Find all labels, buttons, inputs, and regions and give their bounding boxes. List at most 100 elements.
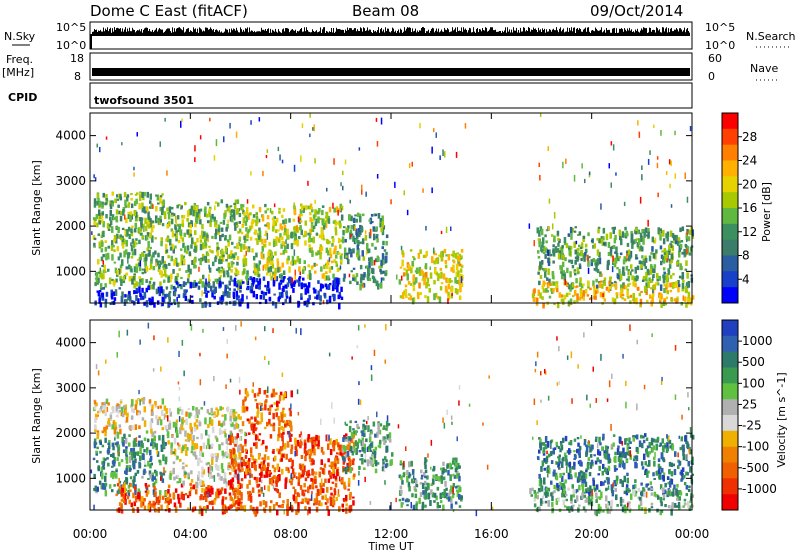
data-cell	[264, 426, 267, 430]
data-cell	[322, 488, 325, 494]
data-cell	[281, 214, 284, 218]
data-cell	[128, 264, 131, 270]
data-cell	[237, 413, 240, 420]
data-cell	[331, 481, 335, 484]
data-cell	[216, 488, 219, 496]
data-cell	[670, 259, 673, 264]
data-cell	[149, 404, 153, 407]
data-cell	[180, 248, 183, 251]
data-cell	[412, 287, 416, 292]
data-cell	[349, 420, 352, 424]
data-cell	[145, 493, 149, 497]
nsky-bar	[399, 32, 400, 36]
scatter-cell	[686, 239, 688, 243]
data-cell	[323, 222, 327, 227]
nsky-bar	[461, 27, 462, 36]
scatter-cell	[342, 185, 344, 191]
data-cell	[207, 486, 210, 492]
data-cell	[325, 238, 329, 244]
data-cell	[346, 228, 350, 233]
data-cell	[257, 232, 260, 238]
scatter-cell	[358, 147, 361, 151]
data-cell	[318, 295, 322, 300]
data-cell	[332, 237, 335, 243]
nsky-bar	[662, 27, 663, 36]
data-cell	[452, 269, 455, 273]
data-cell	[180, 483, 184, 488]
nsky-bar	[566, 31, 567, 36]
data-cell	[356, 441, 359, 449]
data-cell	[333, 281, 337, 288]
data-cell	[456, 491, 460, 494]
nsky-bar	[147, 27, 148, 36]
data-cell	[148, 297, 151, 302]
scatter-cell	[278, 274, 281, 279]
data-cell	[151, 404, 154, 410]
data-cell	[342, 226, 346, 229]
data-cell	[144, 261, 147, 269]
scatter-cell	[538, 162, 540, 167]
data-cell	[344, 451, 347, 454]
data-cell	[366, 243, 369, 250]
data-cell	[398, 279, 402, 285]
data-cell	[104, 458, 107, 461]
data-cell	[292, 287, 295, 293]
data-cell	[338, 507, 341, 511]
data-cell	[142, 396, 146, 401]
data-cell	[202, 257, 205, 262]
data-cell	[169, 238, 172, 246]
nsky-bar	[128, 31, 129, 36]
data-cell	[598, 238, 601, 244]
data-cell	[197, 285, 201, 290]
data-cell	[102, 464, 105, 468]
data-cell	[135, 399, 138, 405]
data-cell	[181, 219, 184, 224]
data-cell	[327, 250, 330, 256]
nsky-bar	[104, 31, 105, 36]
nsky-bar	[592, 30, 593, 36]
data-cell	[221, 504, 225, 512]
data-cell	[155, 258, 158, 266]
data-cell	[266, 261, 269, 268]
data-cell	[131, 278, 134, 285]
data-cell	[237, 447, 240, 453]
data-cell	[316, 211, 319, 215]
data-cell	[401, 480, 404, 485]
freq-top-tick: 18	[70, 52, 84, 65]
data-cell	[336, 267, 340, 272]
data-cell	[635, 254, 638, 260]
data-cell	[168, 291, 172, 294]
nsky-bar	[319, 31, 320, 36]
scatter-cell	[266, 232, 269, 240]
data-cell	[169, 411, 173, 417]
data-cell	[616, 267, 619, 270]
data-cell	[162, 496, 165, 500]
data-cell	[142, 453, 145, 460]
data-cell	[565, 243, 569, 249]
data-cell	[196, 237, 199, 243]
data-cell	[241, 299, 244, 303]
data-cell	[210, 466, 213, 472]
scatter-cell	[460, 276, 463, 284]
data-cell	[104, 472, 108, 476]
data-cell	[662, 274, 665, 279]
data-cell	[580, 284, 584, 289]
scatter-cell	[246, 277, 248, 285]
colorbar-tick-label: 16	[742, 201, 757, 215]
data-cell	[584, 243, 588, 248]
nsky-bar	[635, 29, 636, 36]
data-cell	[207, 424, 210, 429]
data-cell	[280, 274, 283, 281]
data-cell	[206, 234, 209, 241]
nsky-bar	[426, 31, 427, 36]
nsky-bar	[364, 28, 365, 36]
nsky-bar	[410, 27, 411, 36]
data-cell	[350, 450, 353, 453]
data-cell	[289, 421, 293, 427]
nsky-bar	[573, 27, 574, 36]
nsky-bar	[384, 32, 385, 36]
data-cell	[342, 467, 346, 472]
data-cell	[358, 438, 361, 444]
nsky-bar	[480, 29, 481, 36]
data-cell	[244, 396, 247, 401]
